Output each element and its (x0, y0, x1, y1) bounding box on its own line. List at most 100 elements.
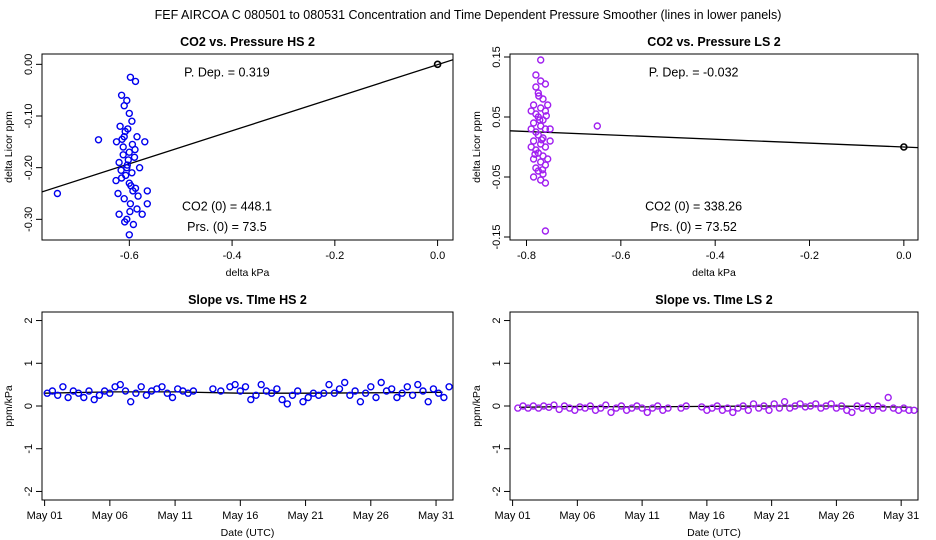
data-point (607, 408, 615, 417)
data-point (85, 387, 93, 395)
data-point (527, 107, 535, 115)
data-point (59, 383, 67, 391)
data-point (123, 161, 132, 169)
y-tick-label: 2 (23, 317, 35, 323)
data-point (294, 387, 302, 395)
data-point (884, 393, 892, 402)
data-point (770, 400, 778, 408)
y-tick-label: -0.10 (23, 103, 35, 128)
data-point (765, 406, 773, 414)
data-point (129, 220, 138, 229)
data-point (532, 83, 540, 91)
x-axis-label: Date (UTC) (221, 527, 275, 539)
data-point (158, 383, 166, 391)
reference-point (433, 60, 442, 69)
data-point (377, 378, 385, 387)
data-point (388, 385, 396, 393)
data-point (429, 385, 438, 393)
data-point (142, 391, 151, 399)
data-point (541, 227, 550, 235)
data-point (910, 406, 918, 414)
data-point (869, 406, 877, 414)
data-point (749, 400, 758, 408)
data-point (95, 391, 104, 399)
data-point (643, 408, 651, 417)
data-point (848, 408, 856, 417)
data-point (419, 387, 427, 395)
data-point (320, 389, 328, 397)
x-tick-label: -0.2 (325, 250, 344, 262)
panel-title: Slope vs. TIme HS 2 (188, 293, 307, 307)
data-point (189, 387, 198, 395)
data-point (541, 179, 550, 187)
panel-title: CO2 vs. Pressure HS 2 (180, 35, 315, 49)
data-point (586, 402, 594, 410)
data-point (775, 404, 784, 412)
plot-frame (41, 311, 454, 501)
data-point (341, 378, 349, 387)
data-point (163, 389, 172, 397)
x-tick-label: May 31 (883, 510, 919, 522)
x-axis-label: delta kPa (692, 267, 736, 279)
data-point (114, 189, 122, 198)
y-axis-label: delta Licor ppm (471, 111, 483, 183)
data-point (544, 155, 552, 163)
data-point (424, 398, 432, 406)
data-point (134, 192, 142, 200)
data-point (120, 101, 128, 110)
data-point (780, 398, 789, 406)
data-point (546, 137, 554, 145)
data-point (367, 383, 375, 391)
data-point (138, 210, 146, 218)
y-tick-label: 0 (491, 403, 503, 409)
data-point (531, 150, 539, 158)
data-point (445, 383, 453, 391)
data-point (398, 389, 406, 397)
x-tick-label: 0.0 (896, 250, 911, 262)
annotation-pressure-zero: Prs. (0) = 73.5 (187, 220, 267, 234)
data-point (288, 391, 297, 399)
regression-line (510, 130, 918, 149)
data-point (119, 151, 127, 159)
y-tick-label: 1 (491, 360, 503, 366)
data-point (527, 143, 535, 151)
data-point (257, 380, 265, 389)
data-point (325, 380, 333, 389)
figure-suptitle: FEF AIRCOA C 080501 to 080531 Concentrat… (155, 8, 782, 22)
data-point (137, 383, 145, 391)
data-point (537, 56, 545, 64)
x-tick-label: -0.6 (611, 250, 630, 262)
data-point (119, 143, 127, 151)
data-point (863, 402, 872, 410)
smoother-line (44, 391, 443, 394)
x-axis-label: Date (UTC) (687, 527, 741, 539)
data-point (529, 137, 538, 145)
y-tick-label: -0.30 (23, 207, 35, 232)
data-point (53, 189, 62, 198)
x-tick-label: May 06 (559, 510, 595, 522)
data-point (135, 163, 144, 172)
data-point (538, 166, 547, 174)
data-point (393, 393, 401, 402)
data-point (48, 387, 57, 395)
data-point (555, 405, 563, 414)
data-point (403, 383, 411, 391)
data-point (128, 117, 136, 125)
data-point (241, 383, 250, 391)
data-point (537, 136, 546, 144)
data-point (121, 387, 130, 395)
data-point (252, 391, 260, 399)
data-point (129, 187, 137, 195)
x-tick-label: -0.4 (223, 250, 242, 262)
data-point (536, 116, 544, 124)
y-tick-label: -0.15 (491, 224, 503, 249)
y-tick-label: -2 (23, 487, 35, 497)
panel-title: CO2 vs. Pressure LS 2 (647, 35, 780, 49)
y-tick-label: -1 (23, 444, 35, 454)
data-point (593, 122, 601, 130)
data-point (143, 200, 152, 208)
x-axis-label: delta kPa (226, 267, 270, 279)
y-tick-label: 0.05 (491, 106, 503, 127)
data-point (541, 143, 550, 151)
data-point (90, 395, 98, 404)
